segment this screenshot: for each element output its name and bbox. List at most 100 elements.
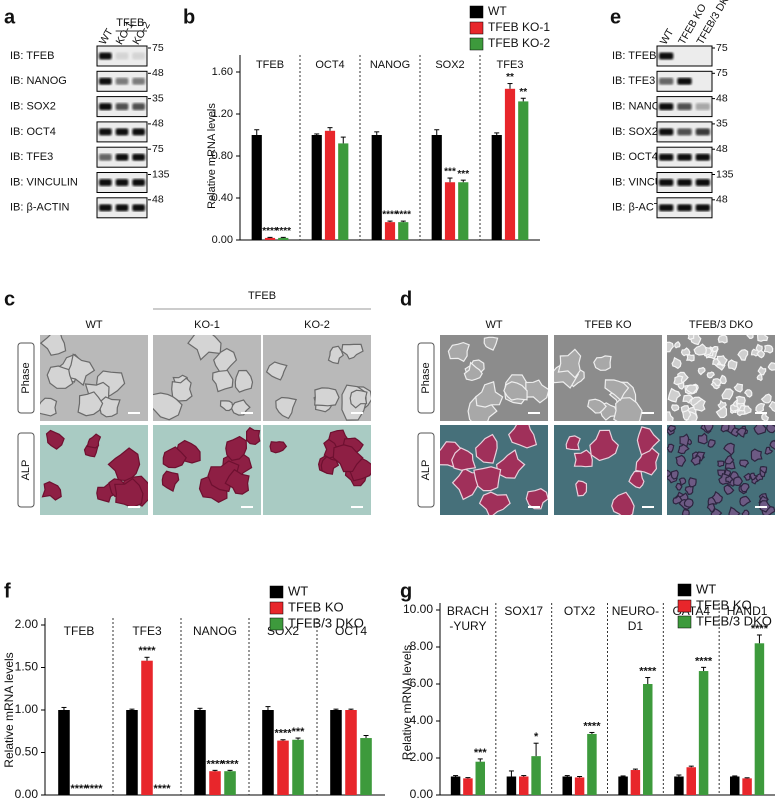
colony (475, 381, 504, 408)
bar (574, 777, 585, 795)
colony (628, 470, 645, 489)
colony (246, 426, 261, 446)
column-label: KO-2 (304, 319, 330, 331)
error-bar (267, 236, 273, 238)
colony (703, 425, 714, 433)
colony (717, 335, 728, 344)
lane-label: WT (658, 26, 677, 47)
colony (613, 397, 643, 421)
legend-swatch (269, 617, 284, 631)
legend-swatch (677, 615, 692, 629)
colony (756, 349, 766, 359)
colony (710, 507, 723, 515)
y-tick-label: 1.20 (212, 108, 233, 120)
bar (587, 733, 597, 795)
y-tick-label: 1.00 (15, 702, 39, 716)
marker-label: 75 (152, 42, 164, 54)
colony (728, 506, 741, 515)
colony (667, 411, 674, 421)
error-bar (348, 708, 354, 710)
blot-band (659, 204, 674, 212)
bar (729, 776, 740, 795)
error-bar (280, 236, 286, 238)
colony (265, 361, 288, 381)
colony (690, 454, 701, 466)
blot-band (99, 77, 112, 85)
blot-band (115, 52, 129, 60)
colony (187, 335, 222, 361)
colony (755, 402, 766, 413)
error-bar (265, 706, 271, 710)
error-bar (374, 131, 380, 135)
colony (171, 377, 193, 402)
marker-label: 75 (716, 67, 728, 79)
bar (398, 222, 409, 240)
blot-band (677, 103, 692, 111)
y-tick-label: 8.00 (410, 639, 434, 653)
micrograph (440, 335, 548, 421)
bar (251, 135, 262, 240)
bar (531, 756, 541, 795)
colony (706, 502, 716, 512)
blot-band (99, 179, 112, 186)
colony (706, 371, 715, 379)
y-tick-label: 1.50 (15, 660, 39, 674)
lane-group-label: TFEB (116, 17, 144, 29)
colony (451, 447, 477, 471)
colony (756, 335, 769, 342)
colony (269, 441, 288, 454)
legend-label: TFEB KO (288, 599, 344, 614)
colony (764, 446, 774, 455)
colony (593, 355, 612, 371)
colony (611, 491, 635, 515)
legend-swatch (677, 583, 692, 597)
colony (735, 395, 746, 405)
legend-swatch (677, 599, 692, 613)
error-bar (520, 97, 526, 102)
colony (77, 391, 104, 417)
error-bar (507, 83, 513, 89)
bar (360, 738, 372, 795)
bar (58, 710, 70, 795)
micrograph (153, 335, 261, 421)
significance: **** (274, 728, 292, 740)
column-label: TFEB/3 DKO (689, 319, 754, 331)
colonies (565, 426, 661, 515)
blot-box (656, 45, 713, 67)
column-label: TFEB KO (584, 319, 632, 331)
colony (740, 483, 750, 493)
colony (234, 369, 254, 393)
blot-band (659, 128, 674, 136)
error-bar (645, 677, 651, 684)
colony (557, 348, 582, 379)
colony (673, 375, 684, 386)
y-tick-label: 0.00 (15, 787, 39, 800)
error-bar (732, 775, 738, 777)
colony (750, 448, 763, 463)
bar (618, 776, 628, 795)
colony (679, 433, 690, 448)
y-tick-label: 0.40 (212, 192, 233, 204)
bar (209, 771, 221, 795)
marker-label: 48 (716, 194, 728, 206)
colony (447, 341, 470, 363)
significance: * (534, 731, 539, 743)
blot-label: IB: VINCULIN (10, 176, 78, 188)
bar (264, 237, 276, 240)
colony (735, 427, 747, 438)
colony (589, 429, 619, 462)
marker-label: 75 (152, 143, 164, 155)
micrograph (554, 335, 662, 421)
y-tick-label: 0.00 (212, 234, 233, 246)
colony (711, 378, 722, 387)
group-label: OTX2 (564, 604, 596, 618)
colony (213, 347, 238, 372)
bar (141, 660, 153, 795)
group-label: SOX17 (504, 604, 543, 618)
colonies (40, 335, 126, 418)
colony (739, 495, 752, 507)
row-label-box (417, 432, 435, 508)
error-bar (129, 708, 135, 710)
marker-label: 75 (716, 42, 728, 54)
colonies (554, 348, 643, 421)
